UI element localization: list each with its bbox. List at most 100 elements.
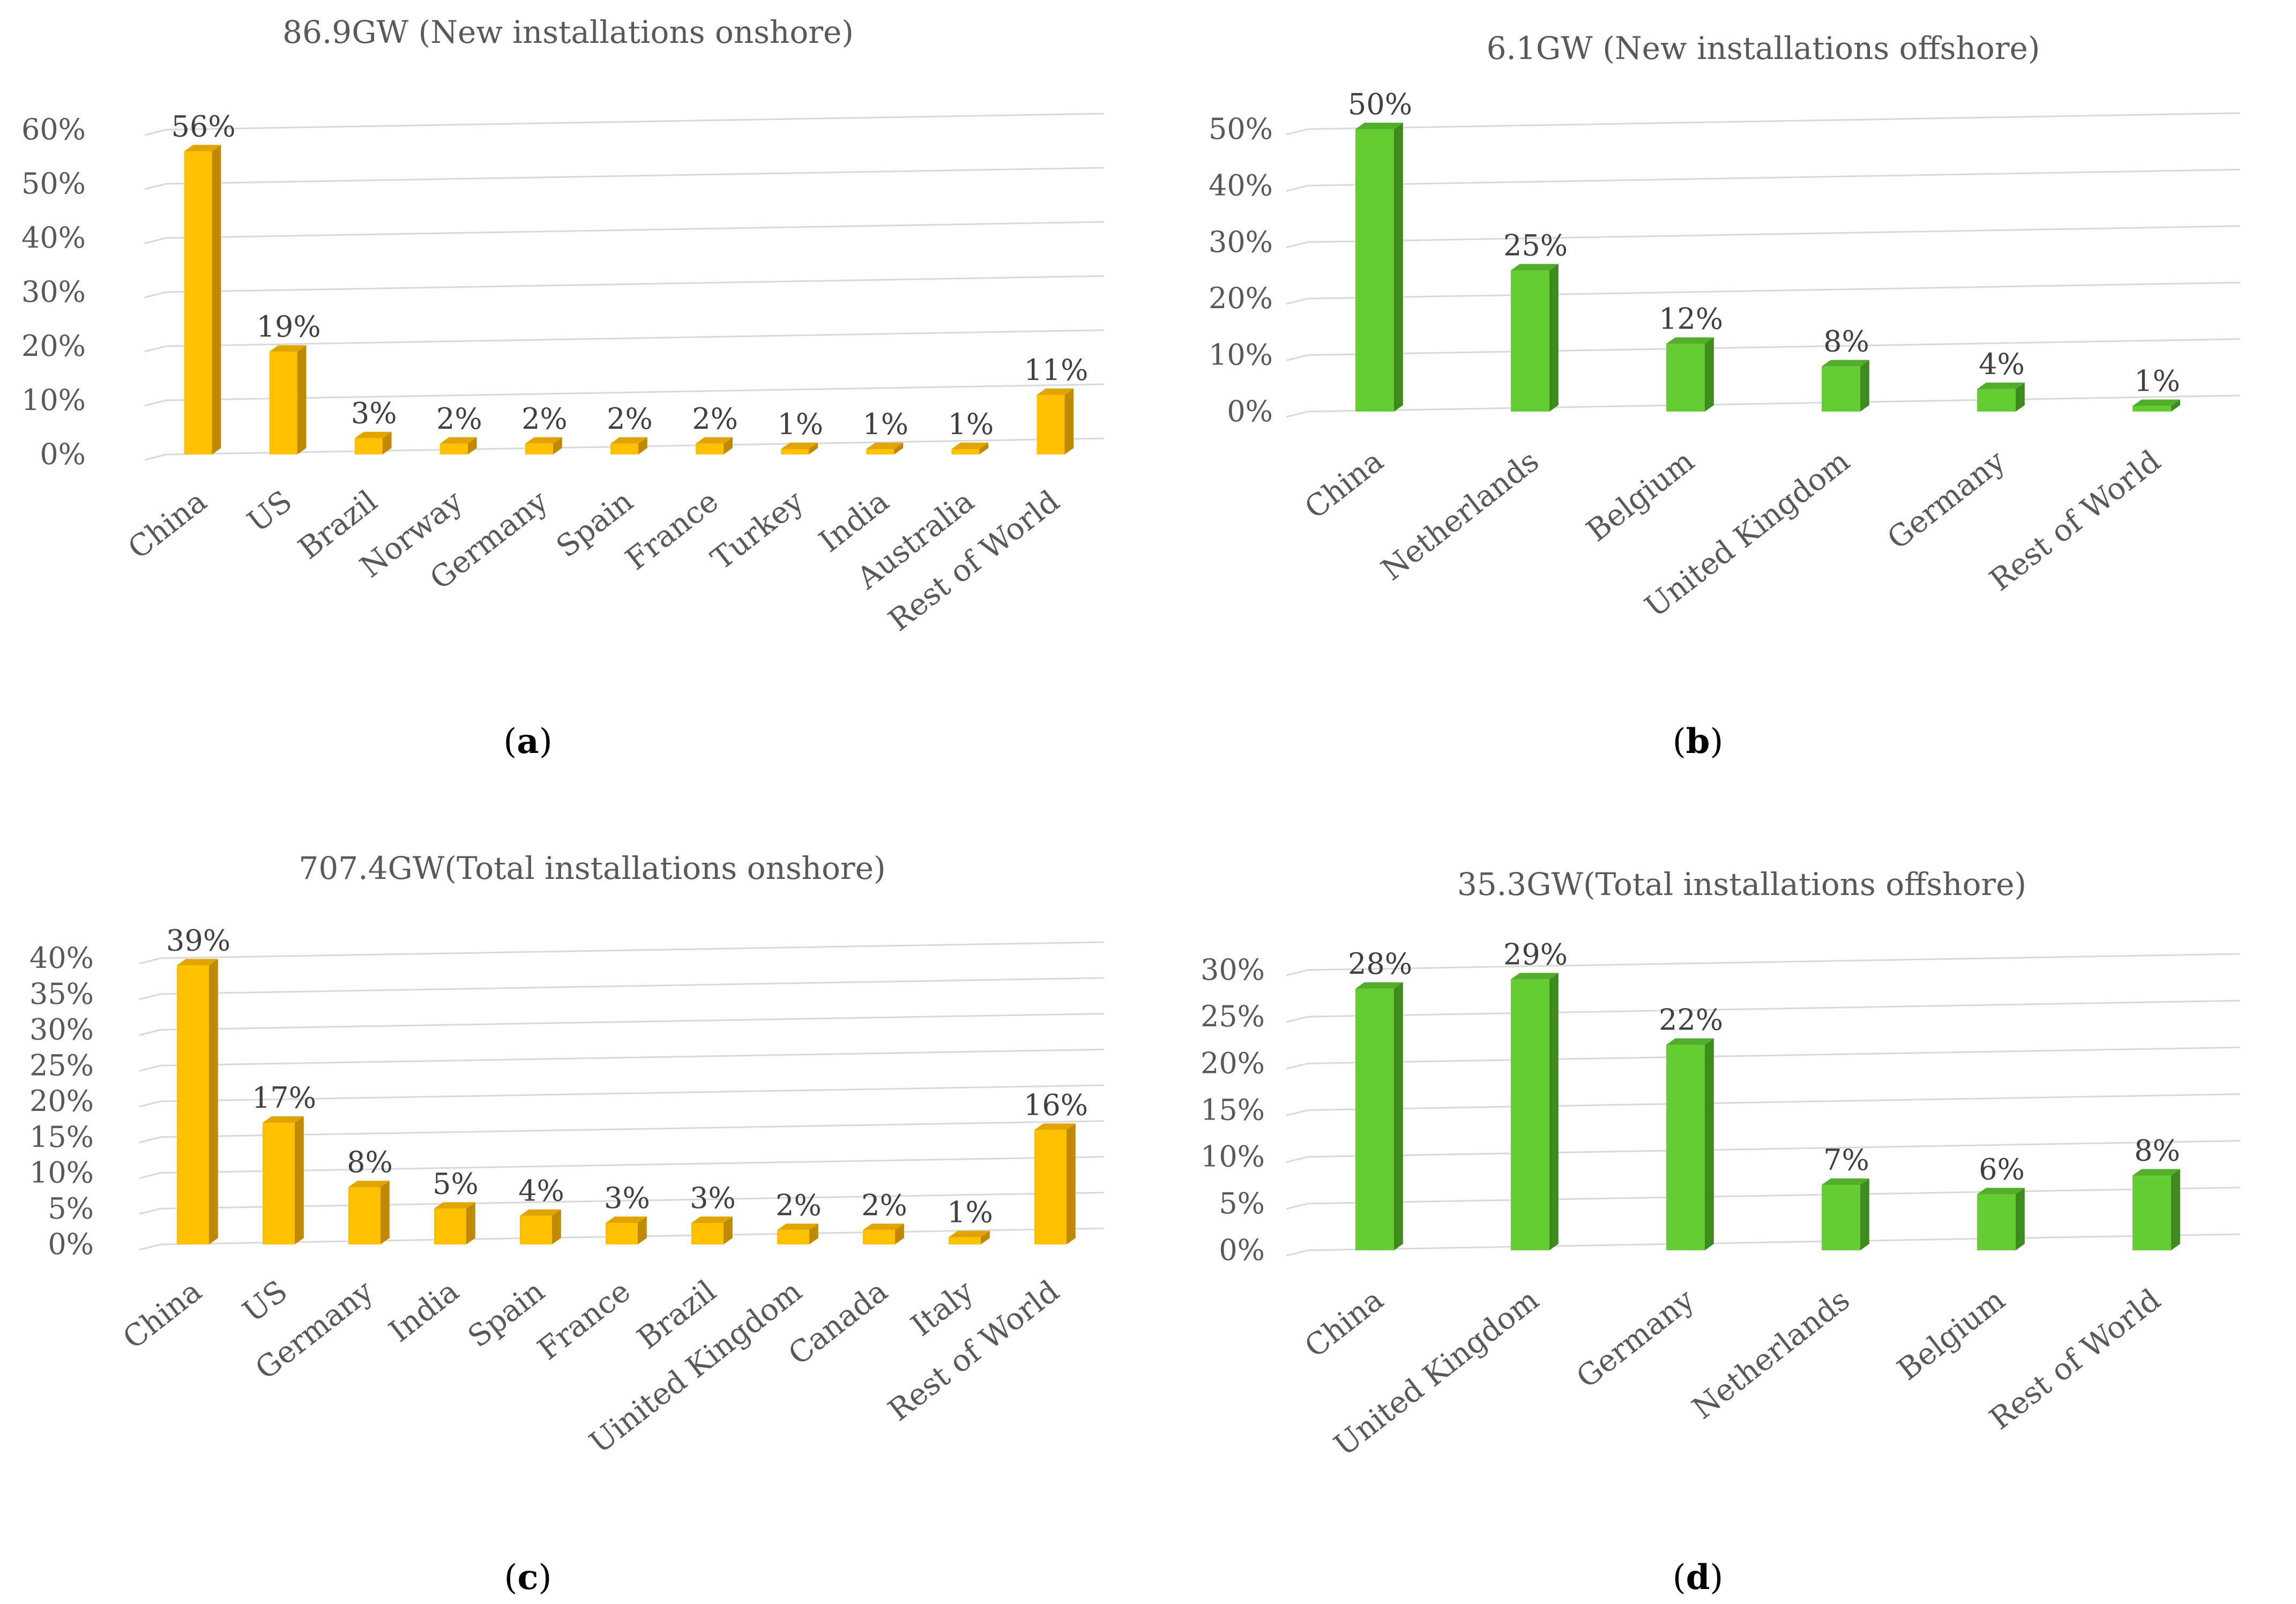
bar-b-0 [1355,123,1403,412]
bar-front [184,151,212,454]
gridline-skew [1286,128,1308,136]
bar-front [1355,129,1394,412]
bar-front [525,443,553,454]
gridline-skew [144,237,167,244]
bar-front [269,352,297,454]
data-label: 29% [1503,937,1568,971]
data-label: 1% [2134,364,2180,398]
bar-side [638,437,647,454]
data-label: 1% [948,407,994,441]
bar-side [1860,360,1869,412]
y-tick-label: 30% [1209,225,1273,259]
bar-front [1037,394,1065,454]
bar-a-9 [951,442,989,454]
bar-side [2016,382,2025,412]
y-tick-label: 5% [48,1191,94,1225]
data-label: 4% [518,1174,564,1208]
gridline-skew [144,291,167,299]
bar-front [354,438,383,454]
bar-side [209,959,218,1244]
bar-side [1549,973,1559,1250]
y-tick-label: 15% [29,1120,94,1154]
bar-b-3 [1822,360,1869,412]
data-label: 8% [2134,1134,2180,1168]
y-tick-label: 30% [1201,953,1265,987]
y-tick-label: 40% [29,941,94,975]
y-tick-label: 0% [1227,394,1273,428]
bar-front [2133,1175,2171,1250]
y-tick-label: 0% [40,437,86,471]
bar-side [1549,264,1559,412]
gridline-skew [139,957,161,965]
gridline [166,383,1105,401]
data-label: 5% [433,1167,479,1200]
bar-front [1977,389,2016,412]
gridline [1307,1233,2241,1251]
bar-d-5 [2133,1169,2180,1250]
y-tick-label: 10% [21,383,86,417]
gridline-skew [144,399,167,407]
data-label: 12% [1659,302,1723,336]
data-label: 2% [776,1188,822,1222]
bar-front [781,449,809,454]
bar-top [606,1216,647,1223]
bar-top [863,1223,904,1230]
y-tick-label: 20% [1201,1046,1265,1080]
bar-side [894,442,904,454]
bar-d-2 [1666,1038,1714,1250]
y-tick-label: 10% [1209,338,1273,372]
bar-top [951,442,989,449]
bar-side [381,1181,390,1244]
chart-title-c: 707.4GW(Total installations onshore) [299,850,885,886]
bar-front [951,449,980,454]
bar-front [1666,1045,1705,1250]
bar-c-6 [691,1216,733,1244]
bar-d-1 [1511,973,1559,1250]
bar-a-8 [866,442,904,454]
gridline-skew [1286,1156,1308,1163]
data-label: 3% [690,1181,736,1215]
gridline-skew [1286,1203,1308,1210]
bar-top [1355,123,1403,129]
bar-d-3 [1822,1178,1869,1250]
bar-side [638,1216,647,1244]
data-label: 1% [947,1196,993,1229]
gridline [1307,999,2241,1018]
y-tick-label: 10% [1201,1140,1265,1174]
bar-a-1 [269,345,307,454]
bar-top [520,1209,561,1216]
data-label: 7% [1823,1143,1869,1177]
y-tick-label: 60% [21,113,86,146]
gridline-skew [139,1100,161,1108]
y-tick-label: 20% [29,1084,94,1118]
bar-d-0 [1355,982,1403,1250]
data-label: 19% [257,310,321,344]
bar-top [777,1223,818,1230]
data-label: 2% [521,402,568,436]
gridline-skew [139,1064,161,1072]
bar-a-5 [610,437,647,454]
gridline-skew [139,1136,161,1144]
bar-a-3 [439,437,477,454]
data-label: 11% [1024,353,1088,387]
bar-front [691,1222,724,1244]
bar-top [1355,982,1403,989]
bar-top [781,442,818,449]
bar-front [520,1215,552,1244]
bar-top [691,1216,733,1223]
bar-top [1511,264,1559,271]
bar-side [1705,337,1714,412]
bar-side [212,145,221,454]
gridline-skew [1286,1249,1308,1257]
bar-side [724,437,733,454]
bar-front [777,1230,809,1244]
bar-side [1067,1123,1076,1244]
gridline [1307,281,2241,300]
bar-side [1064,388,1074,454]
bar-a-7 [781,442,818,454]
gridline [1307,1046,2241,1064]
bar-a-4 [525,437,562,454]
bar-c-8 [863,1223,904,1244]
gridline [1307,953,2241,971]
